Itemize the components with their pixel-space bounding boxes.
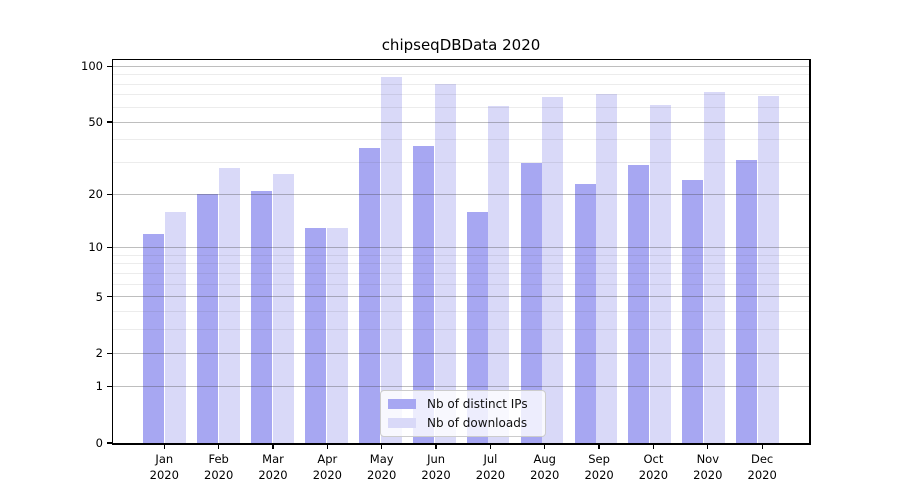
bar-nb-of-distinct-ips-dec-2020 xyxy=(736,160,758,443)
gridline-minor-80 xyxy=(113,83,809,85)
y-tick-label-1: 1 xyxy=(95,379,103,394)
bar-nb-of-downloads-jan-2020 xyxy=(165,211,186,443)
y-tick-label-100: 100 xyxy=(81,59,103,74)
x-tick-label-aug-2020: Aug 2020 xyxy=(530,452,560,482)
x-tick-label-nov-2020: Nov 2020 xyxy=(693,452,723,482)
bar-nb-of-distinct-ips-jun-2020 xyxy=(412,146,434,443)
y-tick-mark-10 xyxy=(106,246,112,248)
y-tick-mark-0 xyxy=(106,442,112,444)
legend: Nb of distinct IPs Nb of downloads xyxy=(380,390,546,437)
bar-nb-of-distinct-ips-apr-2020 xyxy=(305,227,326,443)
bar-nb-of-distinct-ips-sep-2020 xyxy=(574,183,596,443)
x-tick-label-sep-2020: Sep 2020 xyxy=(584,452,614,482)
x-tick-mark-sep-2020 xyxy=(598,444,600,449)
y-tick-label-50: 50 xyxy=(88,115,103,129)
legend-item-nb-of-downloads: Nb of downloads xyxy=(388,416,538,430)
x-tick-label-may-2020: May 2020 xyxy=(367,452,397,482)
y-tick-label-10: 10 xyxy=(88,240,103,255)
x-tick-label-apr-2020: Apr 2020 xyxy=(312,452,342,482)
bar-nb-of-downloads-sep-2020 xyxy=(596,93,618,443)
bar-nb-of-downloads-oct-2020 xyxy=(650,104,672,443)
x-tick-mark-may-2020 xyxy=(381,444,383,449)
bar-nb-of-downloads-feb-2020 xyxy=(218,168,240,443)
y-tick-label-5: 5 xyxy=(95,289,103,304)
y-tick-label-20: 20 xyxy=(88,187,103,202)
legend-label: Nb of distinct IPs xyxy=(427,397,528,412)
x-tick-mark-apr-2020 xyxy=(326,444,328,449)
gridline-major-100 xyxy=(113,65,809,67)
bar-nb-of-distinct-ips-jul-2020 xyxy=(466,211,488,443)
x-tick-label-mar-2020: Mar 2020 xyxy=(258,452,288,482)
y-tick-mark-50 xyxy=(106,121,112,123)
bar-nb-of-downloads-may-2020 xyxy=(380,77,402,443)
x-tick-mark-aug-2020 xyxy=(544,444,546,449)
x-tick-mark-oct-2020 xyxy=(652,444,655,449)
x-tick-mark-mar-2020 xyxy=(272,444,274,449)
y-tick-mark-100 xyxy=(106,65,112,67)
bar-nb-of-downloads-jul-2020 xyxy=(488,106,510,443)
y-tick-mark-20 xyxy=(106,193,112,196)
axis-spine-bottom xyxy=(111,443,811,445)
bar-nb-of-distinct-ips-feb-2020 xyxy=(197,194,219,443)
bar-nb-of-downloads-nov-2020 xyxy=(704,91,725,443)
bar-nb-of-downloads-mar-2020 xyxy=(272,173,294,443)
y-tick-label-2: 2 xyxy=(95,346,103,361)
x-tick-mark-dec-2020 xyxy=(761,444,763,449)
legend-swatch-icon xyxy=(388,417,416,428)
axis-spine-top xyxy=(111,58,811,60)
y-tick-mark-5 xyxy=(106,296,112,298)
x-tick-mark-jan-2020 xyxy=(163,444,165,449)
bar-nb-of-distinct-ips-oct-2020 xyxy=(628,165,650,443)
x-tick-mark-jun-2020 xyxy=(435,444,437,449)
x-tick-label-feb-2020: Feb 2020 xyxy=(204,452,234,482)
x-tick-mark-nov-2020 xyxy=(707,444,709,449)
x-tick-mark-feb-2020 xyxy=(218,444,220,449)
x-tick-label-jun-2020: Jun 2020 xyxy=(421,452,451,482)
x-tick-label-jul-2020: Jul 2020 xyxy=(475,452,506,482)
plot-area xyxy=(113,60,809,443)
legend-item-nb-of-distinct-ips: Nb of distinct IPs xyxy=(388,397,538,411)
bar-nb-of-downloads-jun-2020 xyxy=(434,84,456,443)
bar-nb-of-downloads-aug-2020 xyxy=(542,97,564,443)
legend-label: Nb of downloads xyxy=(427,415,528,430)
axis-spine-left xyxy=(111,58,113,445)
x-tick-label-dec-2020: Dec 2020 xyxy=(747,452,777,482)
y-tick-mark-2 xyxy=(106,352,112,354)
bar-nb-of-distinct-ips-jan-2020 xyxy=(143,233,165,443)
gridline-minor-90 xyxy=(113,74,809,76)
y-tick-label-0: 0 xyxy=(95,436,103,450)
bar-nb-of-distinct-ips-mar-2020 xyxy=(251,190,273,443)
x-tick-mark-jul-2020 xyxy=(489,444,492,449)
bar-nb-of-downloads-dec-2020 xyxy=(757,96,779,443)
bar-nb-of-distinct-ips-aug-2020 xyxy=(520,162,542,443)
bar-nb-of-distinct-ips-may-2020 xyxy=(358,148,380,443)
axis-spine-right xyxy=(809,58,811,445)
x-tick-label-oct-2020: Oct 2020 xyxy=(638,452,669,482)
bar-nb-of-distinct-ips-nov-2020 xyxy=(682,180,704,443)
bar-nb-of-downloads-apr-2020 xyxy=(326,227,348,443)
x-tick-label-jan-2020: Jan 2020 xyxy=(149,452,179,482)
y-tick-mark-1 xyxy=(106,385,112,388)
chart-title: chipseqDBData 2020 xyxy=(381,36,541,54)
legend-swatch-icon xyxy=(388,399,416,410)
